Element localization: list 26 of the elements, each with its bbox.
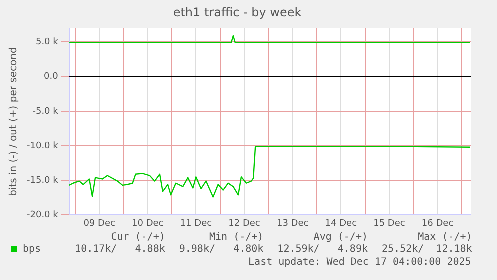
x-tick-label: 11 Dec (180, 218, 212, 229)
text: Cur (-/+) (110, 232, 166, 243)
legend-label: bps (23, 244, 42, 255)
text: Avg (-/+) (312, 232, 368, 243)
x-tick-label: 13 Dec (276, 218, 309, 229)
y-axis-title: bits in (-) / out (+) per second (8, 47, 20, 196)
x-tick-label: 10 Dec (132, 218, 164, 229)
x-tick-label: 15 Dec (374, 218, 406, 229)
x-tick-label: 14 Dec (325, 218, 358, 229)
chart-title: eth1 traffic - by week (173, 5, 302, 20)
x-tick-label: 16 Dec (422, 218, 454, 229)
text: Max (-/+) (417, 232, 472, 243)
y-tick-label: 0.0 (44, 72, 59, 82)
text: 10.17k/ 4.88k (74, 243, 166, 256)
y-tick-label: -20.0 k (27, 210, 60, 221)
text: 12.59k/ 4.89k (276, 243, 368, 256)
x-tick-label: 09 Dec (84, 218, 116, 229)
text: Min (-/+) (208, 232, 264, 243)
y-tick-label: 5.0 k (36, 38, 60, 48)
text: 9.98k/ 4.80k (178, 243, 264, 256)
y-tick-label: -15.0 k (27, 176, 60, 186)
x-tick-label: 12 Dec (228, 218, 260, 229)
y-tick-label: -10.0 k (27, 141, 60, 152)
y-tick-label: -5.0 k (32, 106, 60, 117)
text: Last update: Wed Dec 17 04:00:00 2025 (248, 256, 472, 269)
text: 25.52k/ 12.18k (380, 243, 472, 256)
